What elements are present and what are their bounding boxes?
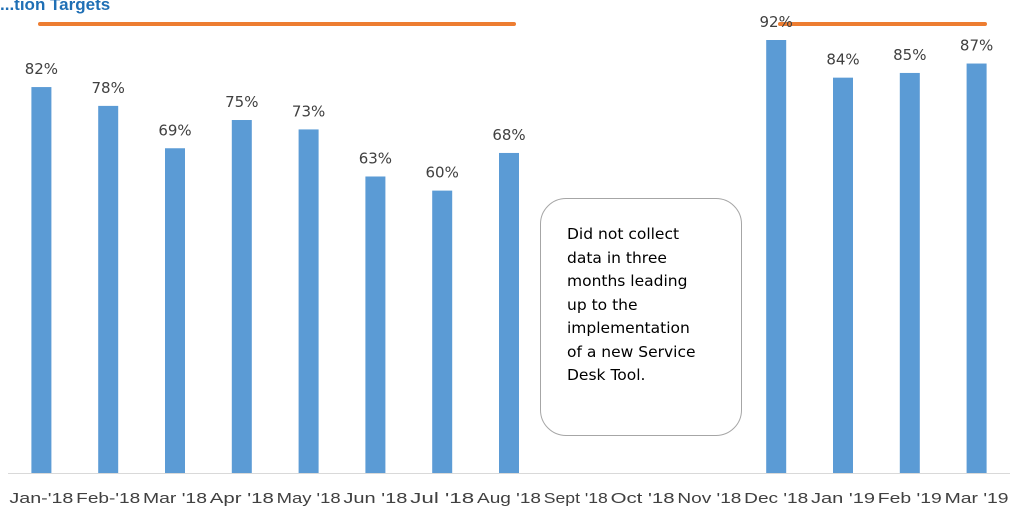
bar <box>231 120 252 474</box>
annotation-line: months leading <box>567 272 688 290</box>
x-tick-label: Mar '19 <box>945 490 1009 507</box>
bar <box>98 105 119 474</box>
data-label: 78% <box>92 79 125 97</box>
annotation-callout: Did not collect data in three months lea… <box>540 198 742 436</box>
data-label: 85% <box>893 46 926 64</box>
x-tick-label: Feb-'18 <box>76 490 140 507</box>
data-label: 69% <box>158 121 191 139</box>
chart-title-fragment: ...tion Targets <box>0 0 111 14</box>
bar <box>365 176 386 473</box>
annotation-line: Desk Tool. <box>567 366 646 384</box>
x-tick-label: Feb '19 <box>878 490 942 507</box>
x-tick-label: Jun '18 <box>343 490 407 507</box>
data-label: 63% <box>359 149 392 167</box>
x-tick-label: Jan-'18 <box>9 490 73 507</box>
annotation-line: data in three <box>567 248 667 267</box>
bar <box>966 63 987 474</box>
bar <box>766 40 787 473</box>
x-tick-label: Sept '18 <box>544 490 608 507</box>
x-tick-label: Nov '18 <box>677 490 741 507</box>
x-tick-label: May '18 <box>277 490 341 507</box>
data-label: 92% <box>760 13 793 31</box>
bar <box>165 148 185 473</box>
data-label: 87% <box>960 37 993 55</box>
bar <box>833 77 853 474</box>
bar <box>499 152 519 473</box>
bar <box>432 190 453 473</box>
data-label: 60% <box>426 164 459 182</box>
bar <box>31 87 52 473</box>
x-tick-label: Aug '18 <box>477 490 541 507</box>
data-label: 82% <box>25 60 58 78</box>
annotation-line: of a new Service <box>567 342 696 361</box>
bar <box>298 129 319 473</box>
data-label: 68% <box>492 126 525 144</box>
x-tick-label: Apr '18 <box>210 490 274 507</box>
bar <box>899 72 920 474</box>
annotation-line: up to the <box>567 295 638 314</box>
target-line-right <box>778 22 987 26</box>
annotation-line: implementation <box>567 319 690 337</box>
x-tick-label: Oct '18 <box>611 490 675 507</box>
x-tick-label: Jan '19 <box>811 490 875 507</box>
data-label: 73% <box>292 102 325 120</box>
target-line-left <box>38 22 516 26</box>
x-tick-label: Dec '18 <box>744 490 808 507</box>
data-label: 84% <box>826 51 859 69</box>
x-tick-label: Jul '18 <box>410 490 474 507</box>
data-label: 75% <box>225 93 258 111</box>
x-tick-label: Mar '18 <box>143 490 207 507</box>
annotation-line: Did not collect <box>567 225 680 243</box>
